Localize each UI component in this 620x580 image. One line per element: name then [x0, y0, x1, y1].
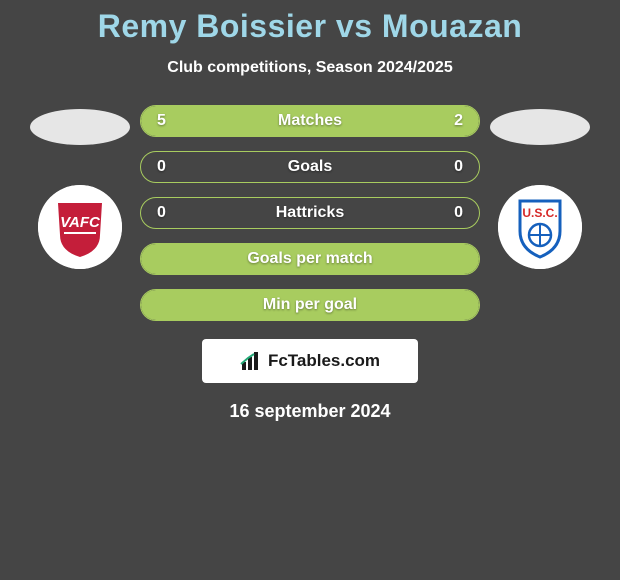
usc-shield-icon: U.S.C. [498, 185, 582, 269]
right-player-col: U.S.C. [480, 105, 600, 269]
fctables-attribution: FcTables.com [202, 339, 418, 383]
bar-chart-icon [240, 350, 262, 372]
stat-bar: Goals0 0 [140, 151, 480, 183]
stats-bars: Matches52Goals00Hattricks00Goals per mat… [140, 105, 480, 321]
page-title: Remy Boissier vs Mouazan [0, 8, 620, 45]
left-club-badge: VAFC [38, 185, 122, 269]
stat-label: Min per goal [141, 296, 479, 314]
stat-bar: Hattricks0 0 [140, 197, 480, 229]
right-club-badge: U.S.C. [498, 185, 582, 269]
left-player-col: VAFC [20, 105, 140, 269]
snapshot-date: 16 september 2024 [0, 401, 620, 422]
subtitle: Club competitions, Season 2024/2025 [0, 59, 620, 77]
svg-text:VAFC: VAFC [60, 214, 101, 231]
stat-value-right: 0 [454, 204, 463, 222]
fctables-label: FcTables.com [268, 351, 380, 371]
vafc-shield-icon: VAFC [38, 185, 122, 269]
stat-value-right: 2 [454, 112, 463, 130]
stat-label: Goals [141, 158, 479, 176]
stat-label: Matches [141, 112, 479, 130]
stat-label: Goals per match [141, 250, 479, 268]
right-player-avatar-placeholder [490, 109, 590, 145]
stat-bar: Goals per match [140, 243, 480, 275]
stat-bar: Min per goal [140, 289, 480, 321]
left-player-avatar-placeholder [30, 109, 130, 145]
stat-value-right: 0 [454, 158, 463, 176]
stat-label: Hattricks [141, 204, 479, 222]
stat-value-left: 0 [157, 158, 166, 176]
main-row: VAFC Matches52Goals00Hattricks00Goals pe… [0, 105, 620, 321]
stat-bar: Matches5 2 [140, 105, 480, 137]
svg-text:U.S.C.: U.S.C. [522, 206, 557, 220]
stat-value-left: 5 [157, 112, 166, 130]
stat-value-left: 0 [157, 204, 166, 222]
comparison-card: Remy Boissier vs Mouazan Club competitio… [0, 0, 620, 422]
